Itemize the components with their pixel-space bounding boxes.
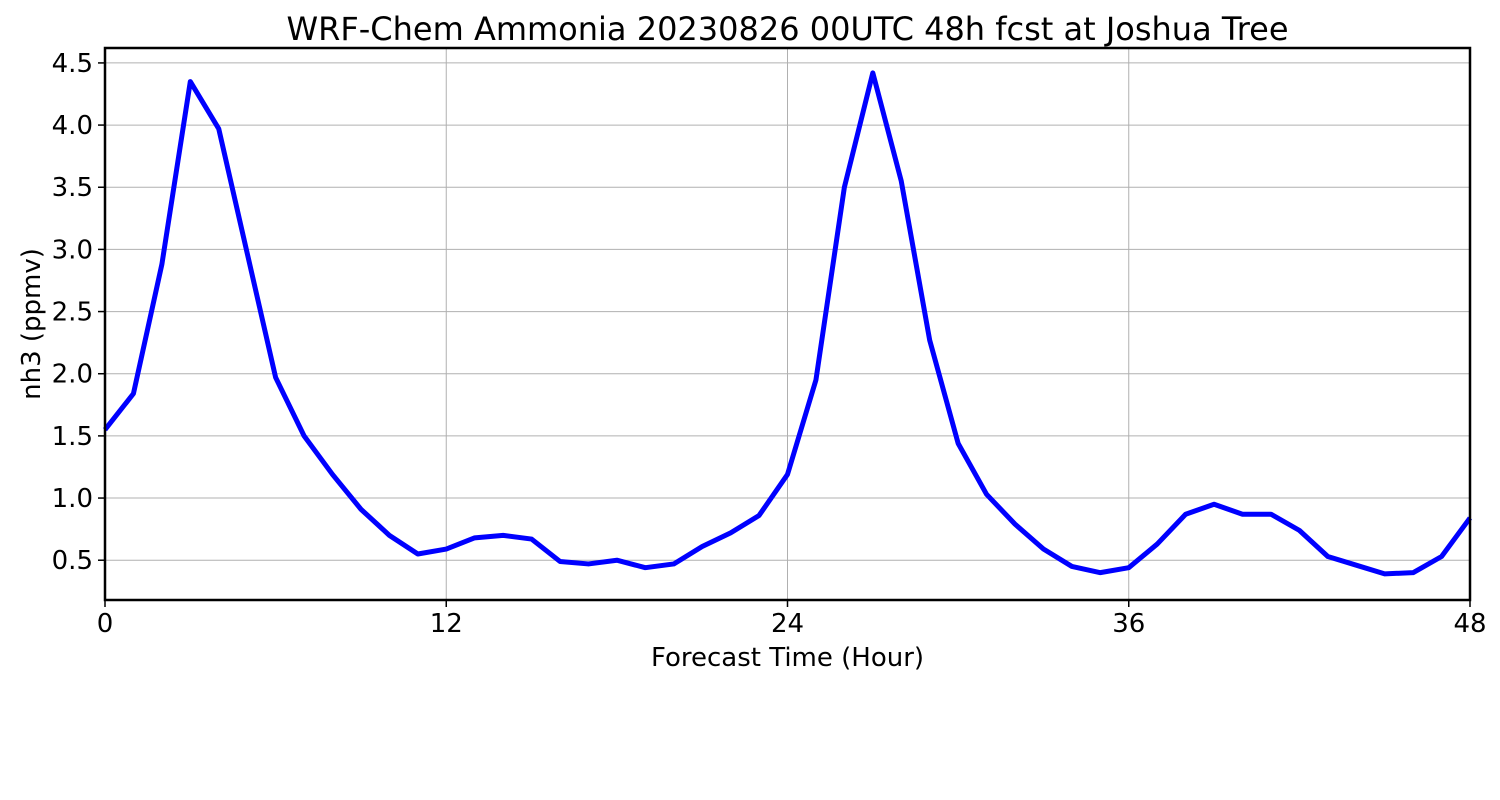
tick-layer: 0 12 24 36 48 0.5 1.0 1.5 2.0 2.5 3.0 3.5 4.0 4.5 xyxy=(52,49,1487,639)
y-tick-label-3.0: 3.0 xyxy=(52,235,93,265)
y-tick-label-3.5: 3.5 xyxy=(52,173,93,203)
y-axis-label: nh3 (ppmv) xyxy=(17,248,47,400)
y-tick-label-2.5: 2.5 xyxy=(52,298,93,328)
y-tick-label-4.0: 4.0 xyxy=(52,111,93,141)
y-tick-label-4.5: 4.5 xyxy=(52,49,93,79)
x-axis-label: Forecast Time (Hour) xyxy=(651,643,924,673)
x-tick-label-0: 0 xyxy=(97,609,114,639)
grid xyxy=(104,48,1471,600)
x-tick-label-12: 12 xyxy=(430,609,463,639)
chart-title: WRF-Chem Ammonia 20230826 00UTC 48h fcst… xyxy=(286,10,1288,48)
x-tick-label-24: 24 xyxy=(771,609,804,639)
y-tick-label-1.5: 1.5 xyxy=(52,422,93,452)
y-tick-label-1.0: 1.0 xyxy=(52,484,93,514)
y-tick-label-2.0: 2.0 xyxy=(52,360,93,390)
data-layer xyxy=(103,70,1473,577)
series-line-0 xyxy=(103,70,1473,577)
x-tick-label-48: 48 xyxy=(1453,609,1486,639)
y-tick-label-0.5: 0.5 xyxy=(52,546,93,576)
x-tick-label-36: 36 xyxy=(1112,609,1145,639)
